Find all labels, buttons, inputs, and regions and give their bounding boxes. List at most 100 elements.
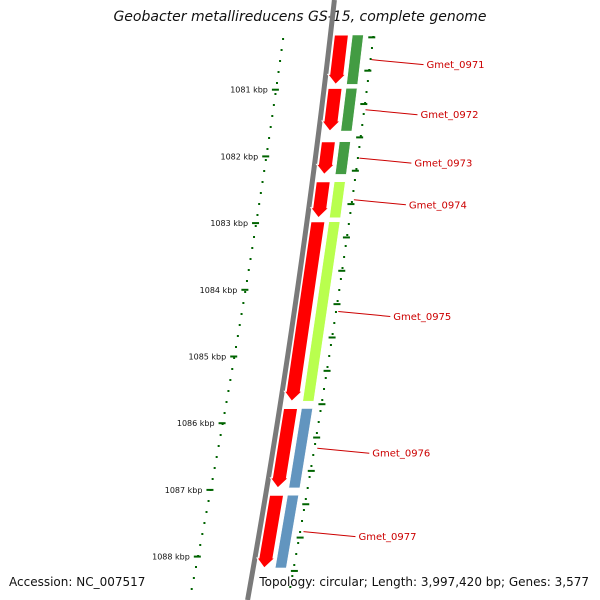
cog-scale-dot xyxy=(343,256,346,258)
cog-scale-dot xyxy=(329,344,332,346)
cog-scale-dot xyxy=(310,465,313,467)
cog-scale-dot xyxy=(315,432,318,434)
genome-backbone xyxy=(245,0,337,600)
cog-scale-dot xyxy=(369,58,372,60)
scale-dot xyxy=(269,126,272,128)
cds-arrow xyxy=(326,34,349,86)
cog-scale-dot xyxy=(347,223,350,225)
gene-leader-line xyxy=(317,447,370,454)
cog-track xyxy=(274,34,364,569)
cog-scale-dot xyxy=(361,124,364,126)
cog-scale-dot xyxy=(324,377,327,379)
cog-box xyxy=(329,181,346,219)
cog-scale-dot xyxy=(319,410,322,412)
scale-dot xyxy=(223,412,226,414)
scale-tick-label: 1085 kbp xyxy=(189,353,227,362)
gene-label: Gmet_0976 xyxy=(372,449,430,460)
scale-dot xyxy=(199,544,202,546)
cog-box xyxy=(334,141,351,175)
cog-scale-dot xyxy=(350,201,353,203)
gene-leader-line xyxy=(338,310,391,317)
scale-tick xyxy=(206,488,214,491)
cog-scale-tick xyxy=(342,236,350,239)
gene-leader-line xyxy=(359,157,412,164)
cog-scale-dot xyxy=(352,190,355,192)
cog-scale-tick xyxy=(318,403,326,406)
scale-dot xyxy=(190,588,193,590)
cog-scale-dot xyxy=(349,212,352,214)
gene-label: Gmet_0972 xyxy=(420,110,478,121)
cog-scale-dot xyxy=(301,520,304,522)
gene-label: Gmet_0977 xyxy=(358,532,416,543)
scale-tick xyxy=(230,355,238,358)
cog-scale-dot xyxy=(306,487,309,489)
scale-dot xyxy=(254,225,257,227)
scale-dot xyxy=(264,159,267,161)
cog-scale-tick xyxy=(368,36,376,39)
cog-box xyxy=(302,221,341,402)
scale-tick xyxy=(218,422,226,425)
scale-dot xyxy=(277,71,280,73)
scale-dot xyxy=(233,357,236,359)
backbone-line xyxy=(245,0,337,600)
scale-tick xyxy=(241,288,249,291)
cog-scale-tick xyxy=(351,169,359,172)
gene-leader-line xyxy=(353,199,406,206)
scale-tick xyxy=(193,555,201,558)
map-title: Geobacter metallireducens GS-15, complet… xyxy=(113,9,487,25)
scale-ticks: 1081 kbp 1082 kbp 1083 kbp 1084 kbp 1085 kbp… xyxy=(152,36,376,590)
scale-dot xyxy=(205,511,208,513)
scale-tick xyxy=(252,222,260,225)
scale-dot xyxy=(225,401,228,403)
scale-tick-label: 1081 kbp xyxy=(230,86,268,95)
cog-scale-tick xyxy=(356,136,364,139)
cog-scale-dot xyxy=(291,575,294,577)
scale-dot xyxy=(263,170,266,172)
cog-scale-dot xyxy=(358,146,361,148)
cog-scale-tick xyxy=(347,203,355,206)
scale-dot xyxy=(240,313,243,315)
scale-dot xyxy=(245,280,248,282)
scale-tick xyxy=(262,155,270,158)
cog-scale-dot xyxy=(323,388,326,390)
scale-dot xyxy=(227,390,230,392)
scale-dot xyxy=(203,522,206,524)
cog-scale-dot xyxy=(362,113,365,115)
topology-label: Topology: circular; Length: 3,997,420 bp… xyxy=(259,575,589,589)
cog-scale-dots xyxy=(289,36,376,588)
cog-scale-tick xyxy=(360,103,368,106)
cog-scale-dot xyxy=(308,476,311,478)
cog-scale-dot xyxy=(289,586,292,588)
scale-dot xyxy=(242,302,245,304)
scale-dot xyxy=(253,236,256,238)
cog-scale-dot xyxy=(346,234,349,236)
scale-dot xyxy=(194,566,197,568)
cog-scale-tick xyxy=(338,269,346,272)
scale-dot xyxy=(271,115,274,117)
cog-box xyxy=(288,408,313,489)
scale-tick-label: 1082 kbp xyxy=(221,152,259,161)
cds-arrow xyxy=(315,141,337,176)
scale-dot xyxy=(201,533,204,535)
cog-scale-dot xyxy=(333,322,336,324)
cog-scale-dot xyxy=(317,421,320,423)
scale-dot xyxy=(251,247,254,249)
cog-scale-dot xyxy=(344,245,347,247)
gene-leader-line xyxy=(365,109,418,116)
cog-scale-tick xyxy=(364,69,372,72)
cog-scale-tick xyxy=(328,336,336,339)
cog-box xyxy=(274,494,299,569)
scale-dot xyxy=(207,500,210,502)
scale-tick xyxy=(271,88,279,91)
scale-dot xyxy=(280,49,283,51)
scale-tick-label: 1088 kbp xyxy=(152,553,190,562)
cog-scale-dot xyxy=(366,80,369,82)
cog-box xyxy=(340,88,358,132)
cog-scale-dot xyxy=(299,531,302,533)
cog-scale-dot xyxy=(355,168,358,170)
gene-labels: Gmet_0971 Gmet_0972 Gmet_0973 Gmet_0974 Gmet… xyxy=(303,59,485,543)
gene-leader-line xyxy=(303,531,356,538)
scale-dot xyxy=(231,368,234,370)
scale-dot xyxy=(274,93,277,95)
